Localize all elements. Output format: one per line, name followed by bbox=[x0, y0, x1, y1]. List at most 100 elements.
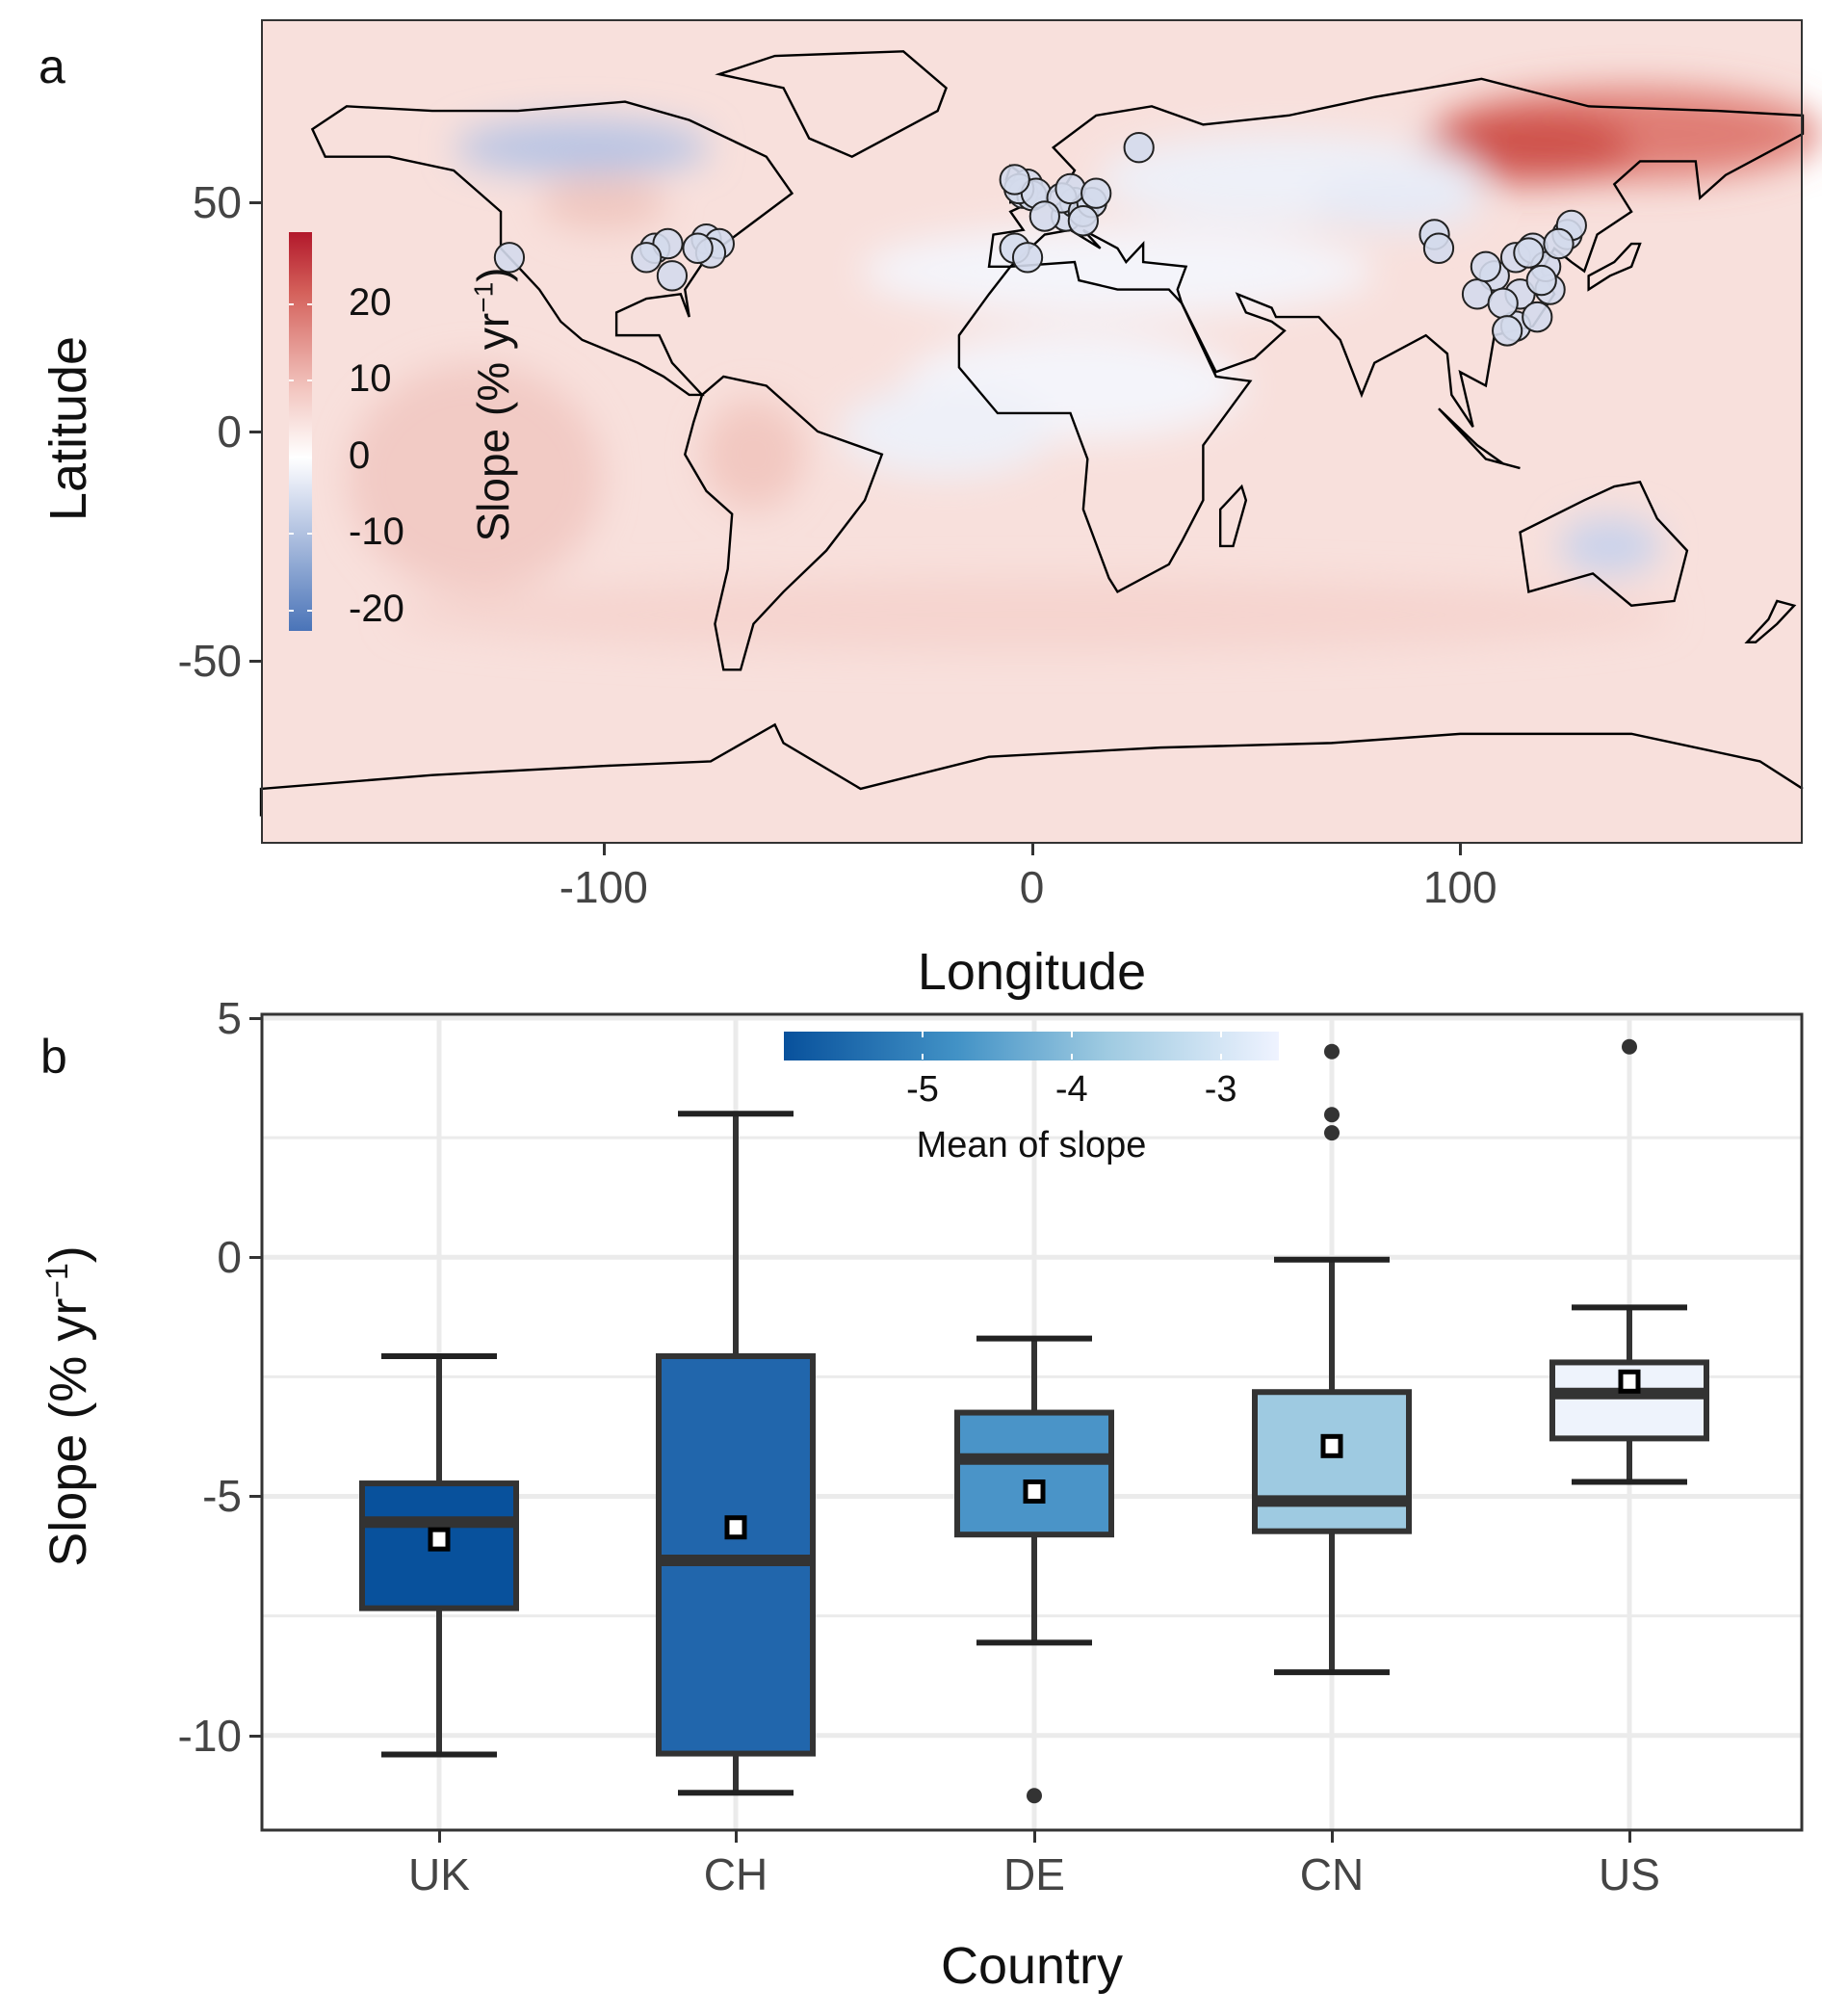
site-point bbox=[1069, 206, 1098, 235]
colorbar-tick bbox=[1219, 1032, 1222, 1037]
x-tick-mark bbox=[438, 1831, 441, 1843]
colorbar-label: 20 bbox=[349, 280, 392, 324]
coastline-indonesia bbox=[1439, 408, 1520, 468]
colorbar-tick bbox=[289, 609, 294, 612]
colorbar-tick bbox=[307, 609, 312, 612]
box-DE bbox=[954, 1335, 1114, 1804]
colorbar-label: 10 bbox=[349, 357, 392, 401]
site-point bbox=[1081, 178, 1110, 207]
colorbar-label: -3 bbox=[1204, 1069, 1237, 1110]
y-tick-mark bbox=[249, 1256, 261, 1260]
colorbar-label: -20 bbox=[349, 587, 404, 630]
site-point bbox=[658, 261, 687, 290]
site-point bbox=[1514, 238, 1543, 267]
box-iqr bbox=[954, 1409, 1114, 1538]
colorbar-label: 0 bbox=[349, 433, 371, 477]
colorbar-tick bbox=[1070, 1054, 1073, 1060]
site-point bbox=[1424, 234, 1453, 263]
mean-marker bbox=[428, 1527, 451, 1552]
box-CH bbox=[656, 1111, 816, 1796]
map-frame bbox=[261, 19, 1803, 844]
colorbar-tick bbox=[1219, 1054, 1222, 1060]
mean-legend-title: Mean of slope bbox=[916, 1125, 1147, 1165]
x-tick-label-ch: CH bbox=[703, 1849, 768, 1899]
outlier-point bbox=[1324, 1043, 1340, 1060]
outlier-point bbox=[1324, 1125, 1340, 1141]
site-point bbox=[1523, 302, 1551, 331]
box-US bbox=[1549, 1038, 1709, 1485]
colorbar-tick bbox=[921, 1032, 924, 1037]
x-tick-label-cn: CN bbox=[1299, 1849, 1365, 1899]
colorbar-tick bbox=[289, 456, 294, 458]
site-point bbox=[1030, 201, 1059, 230]
coastline-africa bbox=[959, 262, 1250, 591]
coastline-australia bbox=[1520, 482, 1686, 605]
site-point bbox=[632, 243, 661, 272]
x-tick-label-uk: UK bbox=[408, 1849, 470, 1899]
x-tick-mark bbox=[1033, 1831, 1036, 1843]
coastline-antarctica bbox=[261, 724, 1803, 816]
site-point bbox=[1527, 266, 1556, 295]
box-y-axis-title: Slope (% yr−1) bbox=[39, 1245, 97, 1567]
y-tick-label: -50 bbox=[177, 635, 242, 686]
y-tick-label: -10 bbox=[177, 1710, 242, 1761]
y-tick-label: 5 bbox=[217, 992, 242, 1043]
site-point bbox=[1471, 252, 1500, 281]
x-tick-mark bbox=[735, 1831, 738, 1843]
colorbar-label: -4 bbox=[1054, 1069, 1088, 1110]
box-CN bbox=[1252, 1043, 1412, 1676]
panel-b-label: b bbox=[40, 1030, 67, 1084]
coastline-south-america bbox=[685, 377, 882, 669]
y-tick-label: 50 bbox=[192, 177, 242, 228]
coastline-new-zealand bbox=[1747, 601, 1794, 642]
site-point bbox=[1544, 229, 1573, 258]
x-tick-mark bbox=[1459, 844, 1463, 855]
site-point bbox=[1125, 133, 1154, 162]
coastline-madagascar bbox=[1220, 486, 1246, 546]
colorbar-tick bbox=[289, 302, 294, 305]
x-tick-label: -100 bbox=[559, 862, 648, 912]
site-point bbox=[495, 243, 524, 272]
coastline-greenland bbox=[719, 51, 947, 156]
map-legend-title: Slope (% yr−1) bbox=[468, 267, 518, 542]
colorbar-tick bbox=[307, 380, 312, 382]
box-x-axis-title: Country bbox=[940, 1937, 1124, 1995]
mean-colorbar bbox=[784, 1032, 1279, 1060]
outlier-point bbox=[1027, 1788, 1042, 1804]
box-iqr bbox=[1252, 1389, 1412, 1534]
x-tick-label: 0 bbox=[1019, 862, 1045, 912]
colorbar-tick bbox=[307, 533, 312, 536]
colorbar-label: -10 bbox=[349, 511, 404, 554]
x-tick-mark bbox=[1628, 1831, 1631, 1843]
x-tick-mark bbox=[1030, 844, 1034, 855]
box-UK bbox=[359, 1352, 519, 1758]
site-point bbox=[1013, 243, 1042, 272]
colorbar-tick bbox=[921, 1054, 924, 1060]
boxplot-panel bbox=[260, 1012, 1804, 1832]
colorbar-tick bbox=[307, 456, 312, 458]
site-point bbox=[1001, 165, 1029, 194]
x-tick-mark bbox=[1331, 1831, 1334, 1843]
y-tick-label: 0 bbox=[217, 1232, 242, 1283]
colorbar-tick bbox=[289, 380, 294, 382]
map-x-axis-title: Longitude bbox=[917, 943, 1147, 1001]
y-tick-mark bbox=[249, 431, 261, 433]
map-y-axis-title: Latitude bbox=[39, 335, 97, 522]
x-tick-label-us: US bbox=[1599, 1849, 1660, 1899]
colorbar-tick bbox=[307, 302, 312, 305]
mean-marker bbox=[724, 1515, 747, 1540]
y-tick-mark bbox=[249, 1016, 261, 1020]
slope-raster-patches bbox=[346, 88, 1822, 652]
y-tick-mark bbox=[249, 1495, 261, 1499]
site-points bbox=[495, 133, 1586, 346]
x-tick-mark bbox=[602, 844, 606, 855]
colorbar-tick bbox=[1070, 1032, 1073, 1037]
y-tick-mark bbox=[249, 659, 261, 663]
site-point bbox=[1493, 316, 1522, 345]
panel-a-label: a bbox=[39, 39, 65, 93]
mean-marker bbox=[1320, 1433, 1343, 1458]
mean-marker bbox=[1618, 1369, 1641, 1394]
y-tick-mark bbox=[249, 201, 261, 205]
y-tick-label: -5 bbox=[202, 1471, 242, 1522]
x-tick-label-de: DE bbox=[1003, 1849, 1065, 1899]
